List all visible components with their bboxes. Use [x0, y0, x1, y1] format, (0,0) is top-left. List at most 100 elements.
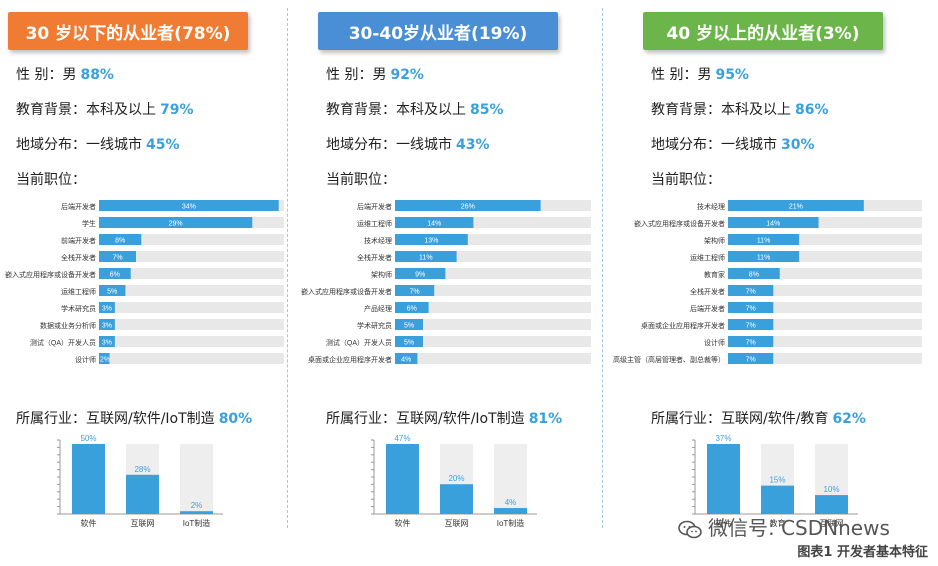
data-label: 29% [169, 221, 183, 228]
industry-value: 62% [832, 411, 866, 427]
data-label: 28% [134, 465, 150, 474]
brand-text: 微信号: CSDNnews [708, 516, 890, 540]
bar [395, 285, 435, 296]
data-label: 7% [746, 306, 756, 313]
data-label: 13% [424, 238, 438, 245]
category-label: 互联网 [131, 519, 155, 528]
bar [815, 495, 848, 514]
industry-bar-chart: 47% 软件 20% 互联网 4% IoT制造 [371, 434, 537, 528]
data-label: 34% [182, 204, 196, 211]
bar-track [395, 319, 591, 330]
bar [72, 444, 105, 514]
bar-track [395, 234, 591, 245]
category-label: 测试（QA）开发人员 [326, 338, 392, 347]
category-label: 后端开发者 [357, 202, 392, 211]
bar-track [99, 268, 284, 279]
wechat-icon [678, 520, 702, 538]
position-bar-chart: 后端开发者 26% 运维工程师 14% 技术经理 13% 全栈开发者 11% 架构师 9% 嵌入式应… [301, 200, 591, 364]
gender-label: 性 别：男 [651, 67, 712, 83]
data-label: 7% [746, 357, 756, 364]
region-stat: 地域分布：一线城市 43% [326, 134, 490, 154]
education-value: 85% [470, 102, 504, 118]
data-label: 3% [102, 306, 112, 313]
bar [395, 353, 418, 364]
data-label: 4% [401, 357, 411, 364]
region-label: 地域分布：一线城市 [16, 137, 142, 153]
bar-track [728, 251, 922, 262]
bar-track [99, 302, 284, 313]
bar [395, 336, 423, 347]
bar [440, 484, 473, 514]
category-label: 嵌入式应用程序或设备开发者 [5, 270, 96, 279]
data-label: 8% [749, 272, 759, 279]
bar-track [395, 268, 591, 279]
data-label: 9% [415, 272, 425, 279]
category-label: 运维工程师 [690, 253, 725, 262]
bar [395, 319, 423, 330]
bar [386, 444, 419, 514]
bar [99, 200, 279, 211]
data-label: 7% [112, 255, 122, 262]
category-label: 软件 [81, 518, 97, 528]
category-label: 教育家 [704, 270, 725, 279]
position-heading: 当前职位： [651, 172, 721, 188]
education-value: 86% [795, 102, 829, 118]
category-label: 教育 [770, 518, 786, 528]
industry-stat: 所属行业：互联网/软件/教育 62% [651, 408, 866, 428]
data-label: 3% [102, 323, 112, 330]
bar-track [728, 319, 922, 330]
education-label: 教育背景：本科及以上 [16, 102, 156, 118]
category-label: 测试（QA）开发人员 [30, 338, 96, 347]
industry-value: 80% [218, 411, 253, 427]
data-label: 7% [746, 323, 756, 330]
bar-track [99, 319, 284, 330]
category-label: 软件 [395, 518, 411, 528]
data-label: 14% [766, 221, 780, 228]
category-label: 设计师 [75, 355, 96, 364]
data-label: 11% [757, 238, 771, 245]
bar [728, 234, 800, 245]
bar [395, 302, 429, 313]
bar-track [728, 353, 922, 364]
category-label: 学术研究员 [357, 321, 392, 330]
category-label: 架构师 [371, 270, 392, 279]
position-heading: 当前职位： [326, 172, 396, 188]
data-label: 5% [404, 340, 414, 347]
bar [728, 200, 864, 211]
panel-header: 40 岁以上的从业者(3%) [643, 12, 883, 50]
data-label: 15% [769, 476, 785, 485]
region-value: 30% [781, 137, 815, 153]
data-label: 26% [461, 204, 475, 211]
bar-track [494, 444, 527, 514]
panel-over-40: 40 岁以上的从业者(3%) 性 别：男 95% 教育背景：本科及以上 86% 地域… [613, 0, 938, 566]
gender-value: 88% [80, 67, 114, 83]
bar [728, 268, 780, 279]
industry-bar-chart: 37% 软件 15% 教育 10% 互联网 [692, 434, 858, 528]
bar [728, 217, 819, 228]
bar-track [99, 234, 284, 245]
category-label: 设计师 [704, 338, 725, 347]
gender-value: 95% [715, 67, 749, 83]
bar [99, 285, 126, 296]
industry-label: 所属行业：互联网/软件/IoT制造 [16, 411, 215, 427]
gender-stat: 性 别：男 95% [651, 64, 749, 84]
industry-bar-chart: 50% 软件 28% 互联网 2% IoT制造 [57, 434, 223, 528]
data-label: 11% [757, 255, 771, 262]
category-label: 前端开发者 [61, 236, 96, 245]
bar-track [99, 251, 284, 262]
category-label: 学生 [82, 219, 96, 228]
data-label: 21% [789, 204, 803, 211]
region-stat: 地域分布：一线城市 30% [651, 134, 815, 154]
data-label: 6% [407, 306, 417, 313]
bar-track [728, 302, 922, 313]
position-bar-chart: 后端开发者 34% 学生 29% 前端开发者 8% 全栈开发者 7% 嵌入式应用程序或设备开发者… [5, 200, 284, 364]
region-value: 45% [146, 137, 180, 153]
panel-header: 30-40岁从业者(19%) [318, 12, 558, 50]
category-label: 架构师 [704, 236, 725, 245]
category-label: 互联网 [820, 519, 844, 528]
education-stat: 教育背景：本科及以上 85% [326, 99, 504, 119]
bar [728, 285, 774, 296]
category-label: 全栈开发者 [61, 253, 96, 262]
education-label: 教育背景：本科及以上 [326, 102, 466, 118]
bar [728, 251, 800, 262]
